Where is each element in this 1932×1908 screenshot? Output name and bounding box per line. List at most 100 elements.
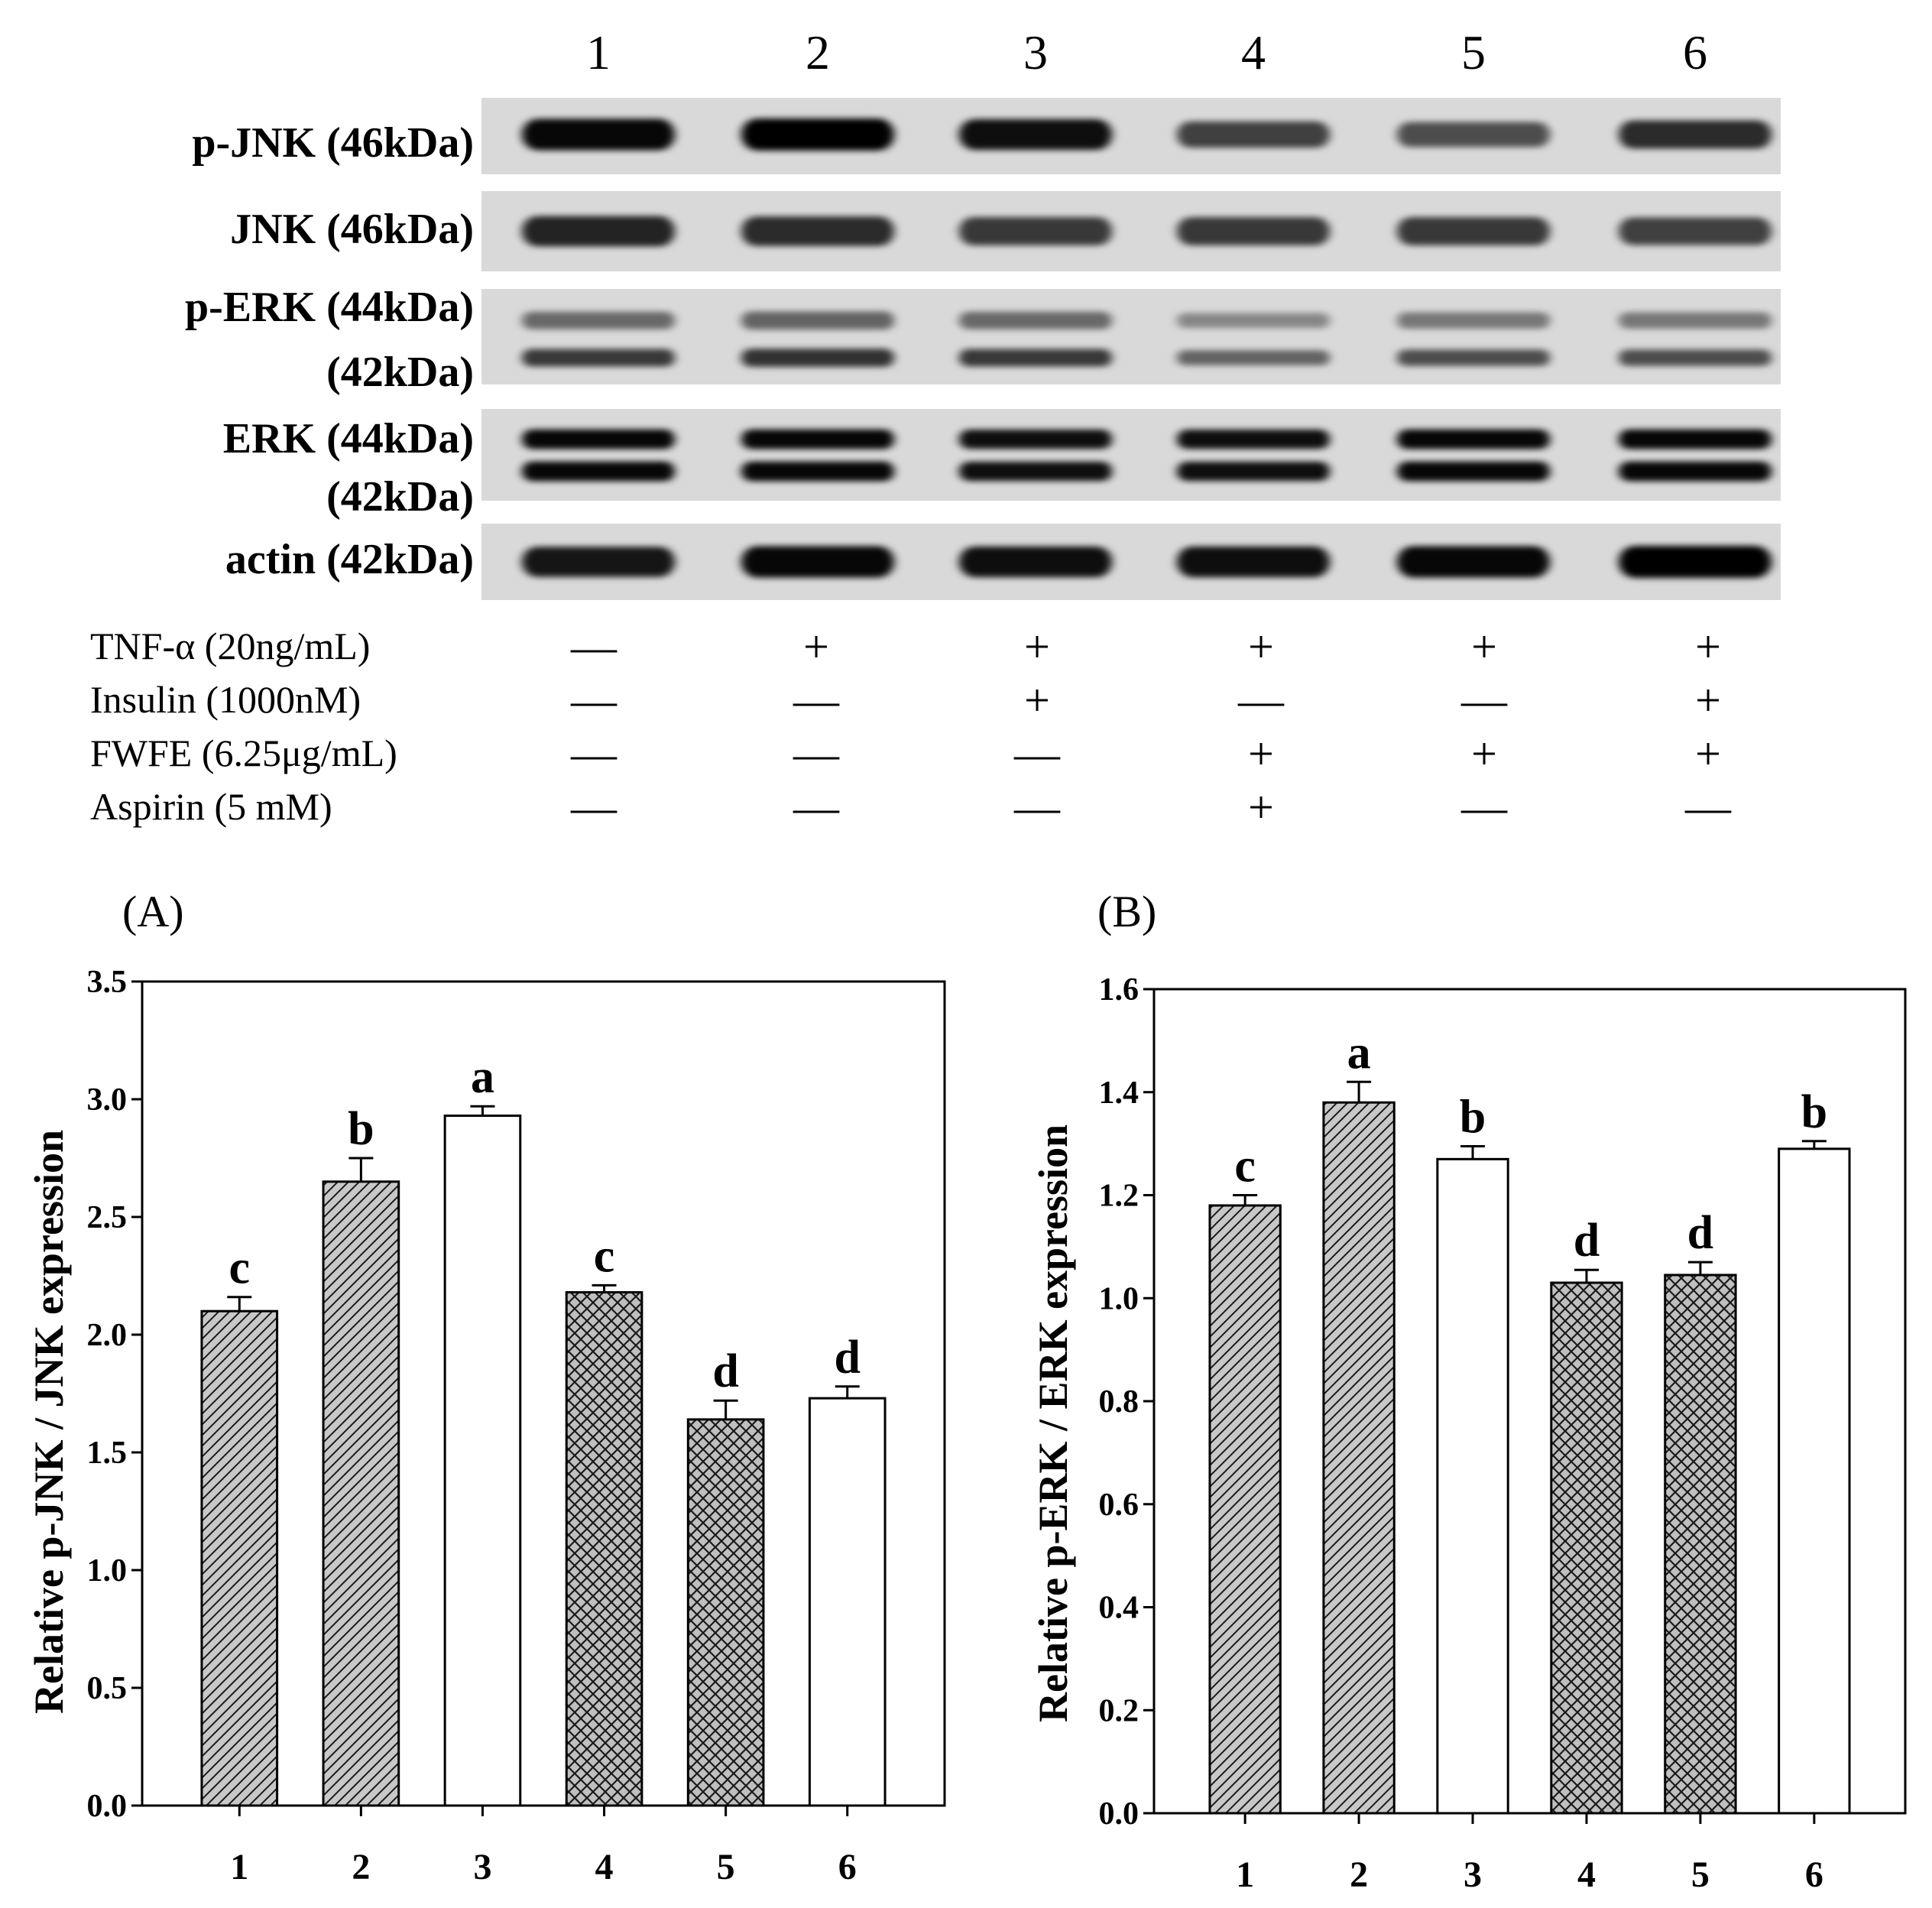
blot-band: [1619, 546, 1772, 578]
treatment-sign: +: [1024, 621, 1050, 672]
blot-band: [741, 118, 894, 151]
panel-label-b: (B): [1097, 887, 1156, 936]
y-tick-label: 1.6: [1099, 972, 1139, 1008]
blot-band: [741, 311, 894, 330]
y-tick-label: 0.6: [1099, 1488, 1139, 1523]
chart-a: (A) Relative p-JNK / JNK expression 0.00…: [26, 887, 946, 1887]
treatment-sign: —: [1237, 675, 1285, 725]
blot-membrane: [481, 524, 1781, 600]
x-tick-label: 3: [473, 1847, 491, 1887]
y-tick-label: 1.2: [1099, 1179, 1139, 1214]
blot-band: [741, 461, 894, 482]
treatment-label: TNF-α (20ng/mL): [90, 625, 370, 667]
y-tick-label: 1.5: [87, 1436, 128, 1471]
blot-membrane: [481, 191, 1781, 271]
blot-row-label: ERK (44kDa): [223, 415, 474, 462]
blot-band: [1397, 349, 1550, 366]
treatment-sign: —: [793, 728, 840, 779]
chart-a-ylabel: Relative p-JNK / JNK expression: [26, 1130, 72, 1714]
blot-band: [741, 429, 894, 449]
y-tick-label: 1.0: [1099, 1281, 1139, 1316]
bar: [1550, 1281, 1623, 1815]
blot-row: p-ERK (44kDa) (42kDa): [185, 284, 1781, 396]
treatment-sign: +: [1695, 728, 1721, 779]
significance-letter: c: [229, 1242, 251, 1294]
treatment-sign: —: [570, 782, 618, 832]
x-tick-label: 1: [230, 1847, 248, 1887]
x-tick-label: 5: [717, 1847, 735, 1887]
blot-band: [522, 429, 675, 449]
treatment-sign: +: [1695, 621, 1721, 672]
blot-row: p-JNK (46kDa): [192, 98, 1781, 174]
significance-letter: b: [348, 1103, 374, 1155]
treatment-sign: +: [1248, 621, 1274, 672]
chart-b: (B) Relative p-ERK / ERK expression 0.0 0…: [1030, 887, 1907, 1895]
significance-letter: d: [1574, 1215, 1600, 1267]
blot-band: [522, 349, 675, 367]
blot-row-label: p-JNK (46kDa): [192, 119, 474, 167]
treatment-label: Aspirin (5 mM): [90, 785, 332, 828]
blot-membrane: [481, 98, 1781, 174]
y-tick-label: 0.2: [1099, 1693, 1139, 1728]
bar: [1436, 1157, 1509, 1815]
blot-band: [959, 311, 1112, 329]
blot-row: JNK (46kDa): [230, 191, 1781, 271]
significance-letter: a: [471, 1051, 494, 1103]
blot-band: [1397, 312, 1550, 329]
bar: [1208, 1204, 1282, 1815]
bar: [200, 1309, 279, 1807]
significance-letter: c: [1234, 1141, 1256, 1192]
blot-band: [1177, 429, 1330, 449]
bar: [686, 1418, 765, 1807]
bar: [1664, 1274, 1737, 1815]
x-tick-label: 1: [1236, 1854, 1254, 1895]
blot-row-label: p-ERK (44kDa): [185, 284, 474, 331]
blot-band: [959, 429, 1112, 449]
y-tick-label: 3.5: [87, 965, 128, 1000]
significance-letter: c: [594, 1230, 615, 1282]
treatment-sign: —: [1684, 782, 1732, 832]
blot-band: [1177, 350, 1330, 365]
x-tick-label: 2: [352, 1847, 370, 1887]
lane-label: 6: [1683, 25, 1707, 80]
treatment-sign: +: [1695, 675, 1721, 725]
blot-band: [522, 461, 675, 482]
significance-letter: a: [1347, 1027, 1371, 1079]
blot-band: [741, 216, 894, 246]
chart-b-ylabel: Relative p-ERK / ERK expression: [1030, 1124, 1076, 1722]
y-tick-label: 0.4: [1099, 1591, 1139, 1626]
treatment-sign: —: [793, 782, 840, 832]
treatment-sign: +: [803, 621, 829, 672]
blot-band: [1177, 546, 1330, 578]
treatment-label: FWFE (6.25μg/mL): [90, 732, 397, 774]
blot-row-label: (42kDa): [326, 473, 474, 521]
treatment-sign: —: [570, 675, 618, 725]
treatment-sign: —: [1013, 728, 1061, 779]
blot-band: [522, 216, 675, 247]
blot-row: ERK (44kDa) (42kDa): [223, 409, 1781, 521]
y-tick-label: 3.0: [87, 1082, 128, 1118]
x-tick-label: 6: [838, 1847, 857, 1887]
x-tick-label: 4: [595, 1847, 614, 1887]
treatment-sign: —: [1013, 782, 1061, 832]
blot-band: [522, 311, 675, 329]
bar: [1778, 1147, 1851, 1815]
blot-band: [522, 547, 675, 577]
y-tick-label: 0.0: [1099, 1796, 1139, 1832]
lane-label: 1: [586, 25, 611, 80]
blot-band: [1619, 120, 1772, 149]
significance-letter: b: [1801, 1086, 1827, 1138]
x-tick-label: 6: [1805, 1854, 1823, 1895]
blot-membrane: [481, 289, 1781, 385]
y-tick-label: 1.0: [87, 1553, 128, 1588]
x-tick-label: 2: [1350, 1854, 1368, 1895]
bar: [808, 1397, 887, 1807]
bar: [443, 1115, 522, 1807]
blot-band: [1619, 429, 1772, 449]
treatment-label: Insulin (1000nM): [90, 678, 361, 721]
lane-label: 4: [1241, 25, 1266, 80]
blot-band: [1177, 313, 1330, 329]
bar: [322, 1180, 400, 1807]
lane-label: 3: [1023, 25, 1048, 80]
